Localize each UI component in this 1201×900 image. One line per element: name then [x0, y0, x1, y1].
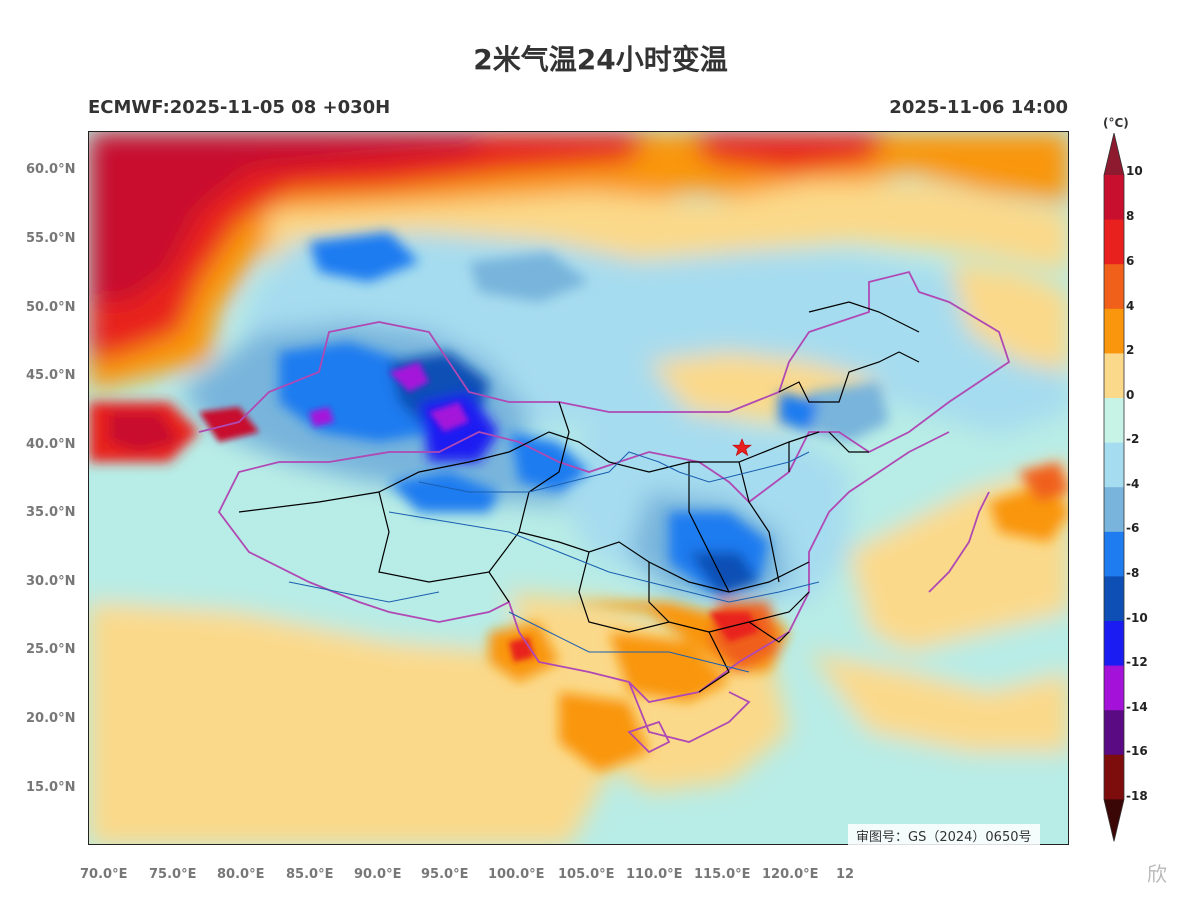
beijing-marker — [732, 438, 752, 457]
lon-tick-label: 120.0°E — [762, 867, 819, 882]
colorbar-segment — [1104, 353, 1124, 399]
colorbar-segment — [1104, 264, 1124, 310]
colorbar-tick-label: -6 — [1126, 521, 1140, 535]
lon-tick-label: 75.0°E — [149, 867, 197, 882]
lon-tick-label: 100.0°E — [488, 867, 545, 882]
colorbar-outline — [1103, 133, 1125, 842]
lat-tick-label: 60.0°N — [26, 162, 76, 177]
lon-tick-label: 85.0°E — [286, 867, 334, 882]
lon-tick-label: 105.0°E — [558, 867, 615, 882]
colorbar-segment — [1104, 576, 1124, 622]
colorbar-tick-label: 4 — [1126, 299, 1135, 313]
lon-tick-label: 90.0°E — [354, 867, 402, 882]
lat-tick-label: 35.0°N — [26, 505, 76, 520]
lon-tick-label: 110.0°E — [626, 867, 683, 882]
colorbar-tick-label: -2 — [1126, 432, 1140, 446]
lon-tick-label: 70.0°E — [80, 867, 128, 882]
lon-tick-label: 12 — [836, 867, 855, 882]
colorbar-segment — [1104, 754, 1124, 800]
colorbar-tick-label: -18 — [1126, 789, 1148, 803]
lon-tick-label: 95.0°E — [421, 867, 469, 882]
colorbar-segment — [1104, 398, 1124, 444]
colorbar-segment — [1104, 621, 1124, 667]
colorbar-segment — [1104, 442, 1124, 488]
province-borders — [238, 301, 920, 693]
temperature-change-map[interactable] — [88, 131, 1069, 845]
colorbar-segment — [1104, 219, 1124, 265]
colorbar-tick-label: -14 — [1126, 700, 1148, 714]
country-borders — [198, 270, 1011, 754]
valid-time: 2025-11-06 14:00 — [889, 97, 1068, 118]
lat-tick-label: 25.0°N — [26, 642, 76, 657]
colorbar-segment — [1104, 487, 1124, 533]
colorbar-tick-label: 0 — [1126, 388, 1135, 402]
colorbar-segment — [1104, 710, 1124, 756]
colorbar-tick-label: 6 — [1126, 254, 1135, 268]
colorbar-tick-label: -10 — [1126, 611, 1148, 625]
watermark: 欣 — [1147, 862, 1168, 886]
colorbar-tick-label: -8 — [1126, 566, 1140, 580]
colorbar-bottom-cap — [1104, 799, 1124, 842]
colorbar-tick-label: 8 — [1126, 209, 1135, 223]
colorbar-unit: (°C) — [1103, 116, 1129, 130]
lat-tick-label: 40.0°N — [26, 437, 76, 452]
colorbar-segment — [1104, 175, 1124, 221]
colorbar-tick-label: 10 — [1126, 164, 1143, 178]
lat-tick-label: 30.0°N — [26, 574, 76, 589]
colorbar — [1103, 133, 1125, 842]
model-run-info: ECMWF:2025-11-05 08 +030H — [88, 97, 391, 118]
lon-tick-label: 115.0°E — [694, 867, 751, 882]
lat-tick-label: 20.0°N — [26, 711, 76, 726]
colorbar-tick-label: -12 — [1126, 655, 1148, 669]
chart-title: 2米气温24小时变温 — [473, 43, 728, 76]
lat-tick-label: 50.0°N — [26, 300, 76, 315]
lat-tick-label: 15.0°N — [26, 780, 76, 795]
map-canvas — [89, 132, 1068, 844]
colorbar-top-cap — [1104, 133, 1124, 175]
colorbar-tick-label: 2 — [1126, 343, 1135, 357]
lat-tick-label: 55.0°N — [26, 231, 76, 246]
map-approval-number: 审图号：GS（2024）0650号 — [848, 824, 1040, 847]
colorbar-tick-label: -4 — [1126, 477, 1140, 491]
colorbar-segment — [1104, 531, 1124, 577]
rivers — [288, 451, 820, 673]
colorbar-tick-label: -16 — [1126, 744, 1148, 758]
colorbar-segment — [1104, 308, 1124, 354]
lat-tick-label: 45.0°N — [26, 368, 76, 383]
lon-tick-label: 80.0°E — [217, 867, 265, 882]
colorbar-segment — [1104, 665, 1124, 711]
